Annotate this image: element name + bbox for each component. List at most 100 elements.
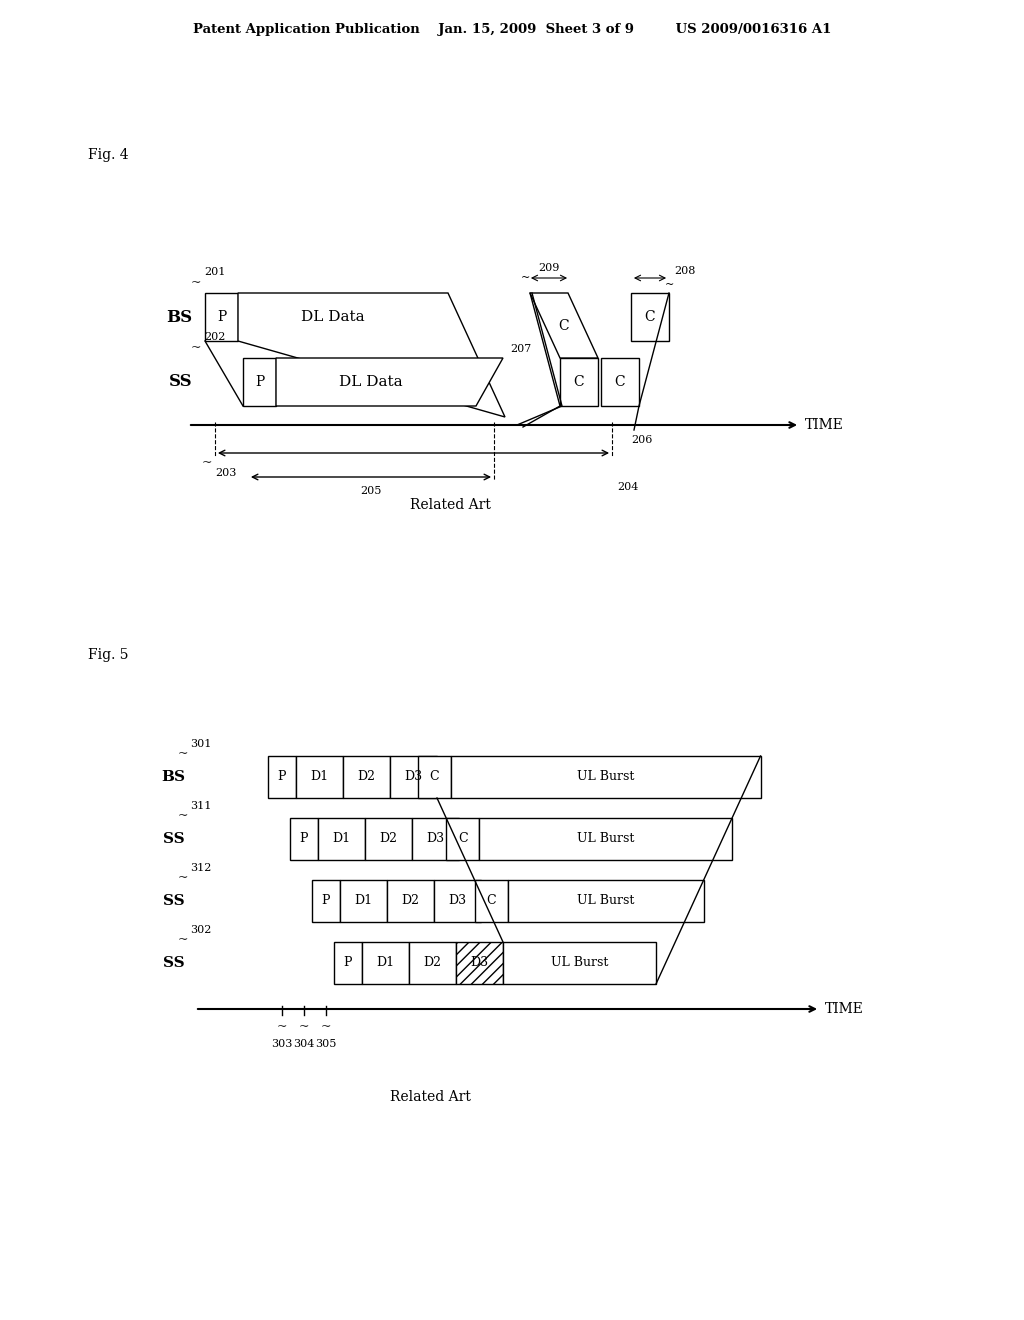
Bar — [290, 818, 318, 861]
Text: 204: 204 — [617, 482, 638, 492]
Bar — [312, 880, 340, 921]
Bar — [503, 942, 656, 983]
Bar — [474, 880, 508, 921]
Text: SS: SS — [164, 832, 185, 846]
Text: BS: BS — [166, 309, 193, 326]
Text: C: C — [645, 310, 655, 323]
Bar — [479, 818, 732, 861]
Text: P: P — [300, 833, 308, 846]
Bar — [365, 818, 412, 861]
Bar — [296, 756, 343, 799]
Text: BS: BS — [161, 770, 185, 784]
Text: P: P — [322, 895, 331, 908]
Bar — [508, 880, 703, 921]
Text: P: P — [344, 957, 352, 969]
Polygon shape — [530, 293, 598, 358]
Text: UL Burst: UL Burst — [577, 895, 634, 908]
Bar — [456, 942, 503, 983]
Text: D1: D1 — [377, 957, 394, 969]
Bar — [243, 358, 276, 407]
Text: D3: D3 — [470, 957, 488, 969]
Text: Patent Application Publication    Jan. 15, 2009  Sheet 3 of 9         US 2009/00: Patent Application Publication Jan. 15, … — [193, 24, 831, 37]
Text: ~: ~ — [276, 1020, 288, 1034]
Text: Related Art: Related Art — [389, 1090, 470, 1104]
Bar — [631, 293, 669, 341]
Bar — [451, 756, 761, 799]
Bar — [268, 756, 296, 799]
Text: C: C — [429, 771, 439, 784]
Bar — [334, 942, 362, 983]
Text: D2: D2 — [424, 957, 441, 969]
Text: UL Burst: UL Burst — [551, 957, 608, 969]
Text: TIME: TIME — [825, 1002, 864, 1016]
Text: 201: 201 — [204, 267, 225, 277]
Text: D1: D1 — [310, 771, 329, 784]
Text: 303: 303 — [271, 1039, 293, 1049]
Text: SS: SS — [164, 956, 185, 970]
Text: 205: 205 — [360, 486, 382, 496]
Text: 312: 312 — [190, 863, 211, 873]
Text: P: P — [255, 375, 264, 389]
Bar — [362, 942, 409, 983]
Text: ~: ~ — [178, 933, 188, 946]
Text: 208: 208 — [674, 267, 695, 276]
Bar — [412, 818, 459, 861]
Text: P: P — [278, 771, 287, 784]
Text: C: C — [614, 375, 626, 389]
Text: C: C — [559, 318, 569, 333]
Text: D1: D1 — [333, 833, 350, 846]
Text: SS: SS — [168, 374, 193, 391]
Text: D3: D3 — [426, 833, 444, 846]
Text: ~: ~ — [299, 1020, 309, 1034]
Text: Related Art: Related Art — [410, 498, 490, 512]
Bar — [418, 756, 451, 799]
Text: 207: 207 — [510, 345, 531, 355]
Bar — [205, 293, 238, 341]
Text: 301: 301 — [190, 739, 211, 748]
Text: 305: 305 — [315, 1039, 337, 1049]
Text: 202: 202 — [204, 333, 225, 342]
Text: ~: ~ — [665, 280, 674, 290]
Bar — [446, 818, 479, 861]
Polygon shape — [238, 293, 505, 417]
Text: D3: D3 — [449, 895, 467, 908]
Text: D3: D3 — [404, 771, 423, 784]
Bar — [409, 942, 456, 983]
Text: 203: 203 — [215, 469, 237, 478]
Text: UL Burst: UL Burst — [577, 771, 634, 784]
Text: D2: D2 — [380, 833, 397, 846]
Text: UL Burst: UL Burst — [577, 833, 634, 846]
Text: D2: D2 — [357, 771, 376, 784]
Text: ~: ~ — [178, 747, 188, 760]
Bar — [434, 880, 481, 921]
Text: Fig. 4: Fig. 4 — [88, 148, 129, 162]
Text: Fig. 5: Fig. 5 — [88, 648, 128, 663]
Text: D2: D2 — [401, 895, 420, 908]
Text: ~: ~ — [520, 273, 529, 282]
Text: ~: ~ — [178, 809, 188, 822]
Bar — [560, 358, 598, 407]
Text: D1: D1 — [354, 895, 373, 908]
Bar — [343, 756, 390, 799]
Text: ~: ~ — [190, 342, 202, 355]
Text: 206: 206 — [632, 436, 652, 445]
Text: ~: ~ — [178, 871, 188, 884]
Text: DL Data: DL Data — [301, 310, 365, 323]
Polygon shape — [276, 358, 503, 407]
Text: ~: ~ — [202, 457, 212, 470]
Text: C: C — [458, 833, 468, 846]
Text: 302: 302 — [190, 925, 211, 935]
Text: C: C — [573, 375, 585, 389]
Text: TIME: TIME — [805, 418, 844, 432]
Text: P: P — [217, 310, 226, 323]
Text: DL Data: DL Data — [339, 375, 402, 389]
Text: 311: 311 — [190, 801, 211, 810]
Bar — [601, 358, 639, 407]
Bar — [340, 880, 387, 921]
Text: ~: ~ — [190, 276, 202, 289]
Text: SS: SS — [164, 894, 185, 908]
Text: ~: ~ — [321, 1020, 331, 1034]
Text: 304: 304 — [293, 1039, 314, 1049]
Bar — [318, 818, 365, 861]
Bar — [387, 880, 434, 921]
